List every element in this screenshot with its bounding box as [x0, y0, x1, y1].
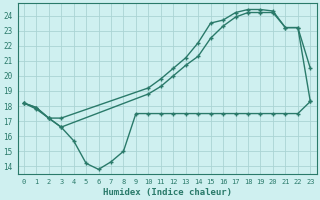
X-axis label: Humidex (Indice chaleur): Humidex (Indice chaleur): [102, 188, 232, 197]
